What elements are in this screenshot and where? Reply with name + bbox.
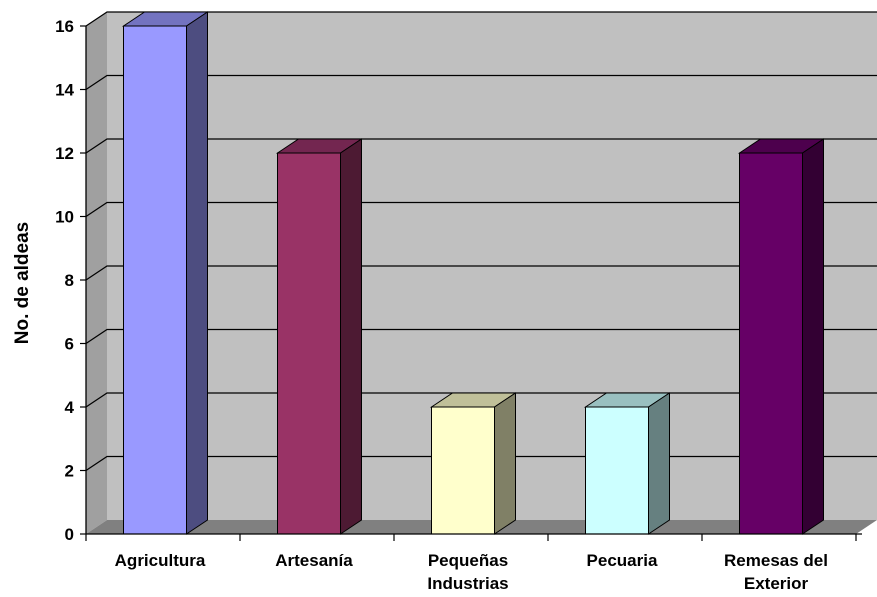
y-tick-label: 2 <box>65 462 74 481</box>
bar-side <box>340 138 362 535</box>
y-tick-labels: 0 2 4 6 8 10 12 14 16 <box>55 17 74 544</box>
gridline <box>85 74 877 90</box>
x-category-label-line: Artesanía <box>275 551 353 570</box>
bar-front <box>277 152 341 535</box>
axes <box>80 25 862 541</box>
bar-front <box>123 25 187 535</box>
bar <box>429 392 518 535</box>
gridline <box>85 201 877 217</box>
bar <box>275 138 364 535</box>
gridlines <box>85 11 877 471</box>
y-tick-label: 16 <box>55 17 74 36</box>
y-axis-title: No. de aldeas <box>12 222 33 345</box>
y-tick-label: 6 <box>65 335 74 354</box>
bar-side <box>802 138 824 535</box>
y-tick-label: 8 <box>65 271 74 290</box>
bar <box>121 11 210 535</box>
gridline <box>85 138 877 154</box>
y-tick-label: 14 <box>55 81 74 100</box>
x-category-label-line: Remesas del <box>724 551 828 570</box>
x-category-label-line: Agricultura <box>115 551 206 570</box>
gridline <box>85 328 877 344</box>
y-tick-label: 0 <box>65 525 74 544</box>
x-category-label-line: Exterior <box>744 574 809 593</box>
x-category-label: Agricultura <box>115 551 206 570</box>
x-category-label: Pecuaria <box>587 551 658 570</box>
y-tick-label: 10 <box>55 208 74 227</box>
bars <box>121 11 826 535</box>
y-tick-label: 12 <box>55 144 74 163</box>
x-category-label-line: Pequeñas <box>428 551 508 570</box>
gridline <box>85 11 877 27</box>
bar <box>737 138 826 535</box>
bar-front <box>585 406 649 535</box>
bar-front <box>431 406 495 535</box>
bar-front <box>739 152 803 535</box>
y-tick-label: 4 <box>65 398 75 417</box>
x-category-label-line: Pecuaria <box>587 551 658 570</box>
x-category-label-line: Industrias <box>427 574 508 593</box>
bar-side <box>186 11 208 535</box>
bar-side <box>494 392 516 535</box>
bar <box>583 392 672 535</box>
x-category-label: Remesas del Exterior <box>724 551 828 593</box>
x-category-labels: Agricultura Artesanía Pequeñas IndustriasPe… <box>115 551 828 593</box>
bar-side <box>648 392 670 535</box>
x-category-label: Artesanía <box>275 551 353 570</box>
gridline <box>85 265 877 281</box>
x-category-label: Pequeñas Industrias <box>427 551 508 593</box>
